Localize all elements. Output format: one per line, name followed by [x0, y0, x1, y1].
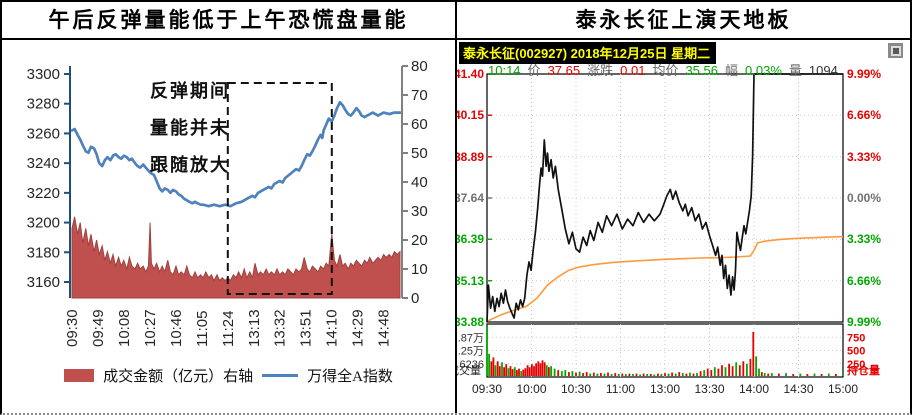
percent-axis-label: 6.66%: [847, 108, 881, 122]
quote-item: 1094: [808, 63, 838, 78]
percent-axis-label: 9.99%: [847, 67, 881, 81]
percent-axis-label: 9.99%: [847, 315, 881, 329]
volume-left-tick: .87万: [458, 332, 484, 344]
right-chart: 41.40 9.99% 40.15 6.66% 38.89 3.33% 37.64 0.00%…: [457, 67, 881, 396]
stock-info-bar: 泰永长征(002927) 2018年12月25日 星期二: [459, 42, 717, 64]
x-axis-label: 10:08: [116, 309, 133, 347]
x-axis-label: 11:24: [220, 311, 237, 347]
price-axis-label: 35.13: [457, 274, 484, 288]
volume-right-tick: 750: [847, 332, 865, 344]
price-line: [486, 73, 843, 323]
left-chart: 3300 3280 3260 3240 3220 3200 3180 3160 80 70 60 50…: [27, 58, 428, 347]
x-axis-label: 14:29: [350, 309, 367, 347]
x-axis-label: 10:46: [168, 309, 185, 347]
x-axis-label: 10:27: [142, 309, 159, 347]
right-axis-label: 50: [411, 145, 428, 162]
x-axis-label: 09:30: [64, 309, 81, 347]
position-pane-label: 持仓量: [847, 363, 880, 377]
left-chart-legend: 成交金额（亿元）右轴 万得全A指数: [2, 365, 455, 386]
percent-axis-label: 3.33%: [847, 232, 881, 246]
legend-area-swatch: [64, 369, 95, 382]
x-axis-label: 11:05: [194, 311, 211, 347]
time-axis-label: 13:00: [650, 382, 680, 396]
time-axis-label: 14:30: [783, 382, 813, 396]
time-axis-label: 13:30: [694, 382, 724, 396]
legend-label: 万得全A指数: [307, 369, 393, 385]
time-axis-label: 10:30: [561, 382, 591, 396]
left-axis-label: 3280: [27, 96, 60, 113]
time-axis-label: 11:00: [606, 382, 635, 396]
legend-label: 成交金额（亿元）右轴: [103, 369, 254, 385]
x-axis-label: 13:32: [272, 309, 289, 347]
legend-line-swatch: [262, 374, 299, 377]
restore-window-icon[interactable]: [888, 43, 903, 58]
percent-axis-label: 0.00%: [847, 191, 881, 205]
right-chart-panel: 泰永长征上演天地板 泰永长征(002927) 2018年12月25日 星期二 1…: [457, 2, 910, 413]
x-axis-label: 14:48: [376, 309, 393, 347]
left-axis-label: 3220: [27, 185, 60, 202]
right-axis-label: 30: [411, 203, 428, 220]
left-axis-label: 3180: [27, 244, 60, 261]
volume-area: [71, 216, 401, 299]
quote-item: 涨跌: [587, 63, 614, 78]
x-axis-label: 13:51: [298, 309, 315, 347]
right-axis-label: 40: [411, 174, 428, 191]
right-axis-label: 60: [411, 116, 428, 133]
price-axis-label: 37.64: [457, 191, 484, 205]
quote-item: 37.65: [547, 63, 581, 78]
restore-glyph: [890, 45, 901, 56]
panel-divider: [455, 2, 457, 413]
price-axis-label: 41.40: [457, 67, 484, 81]
annotation-text: 跟随放大: [150, 154, 230, 175]
x-axis-label: 13:13: [246, 309, 263, 347]
annotation-box: [226, 82, 333, 295]
quote-item: 价: [527, 63, 541, 78]
volume-right-tick: 500: [847, 346, 865, 358]
price-axis-label: 40.15: [457, 108, 484, 122]
quote-row: 10:14 价 37.65 涨跌 0.01 均价 35.56 幅 0.03% 量 1094: [488, 60, 845, 79]
time-axis-label: 09:30: [472, 382, 502, 396]
quote-item: 35.56: [685, 63, 718, 78]
left-axis-label: 3160: [27, 274, 60, 291]
price-axis-label: 38.89: [457, 150, 484, 164]
price-axis-label: 36.39: [457, 232, 484, 246]
percent-axis-label: 3.33%: [847, 150, 881, 164]
volume-pane-label: 成交量: [457, 363, 481, 377]
left-axis-label: 3240: [27, 155, 60, 172]
volume-right-tick: 250: [847, 359, 865, 371]
time-axis-label: 15:00: [828, 382, 858, 396]
right-axis-label: 80: [411, 58, 428, 75]
volume-left-tick: 6236: [460, 359, 484, 371]
left-axis-label: 3200: [27, 215, 60, 232]
quote-item: 均价: [652, 63, 679, 78]
annotation-text: 量能并未: [150, 117, 230, 138]
time-axis-label: 10:00: [516, 382, 546, 396]
avg-price-line: [486, 235, 844, 323]
quote-item: 幅: [725, 63, 739, 78]
left-axis-label: 3300: [27, 66, 60, 83]
annotation-text: 反弹期间: [150, 80, 230, 101]
quote-item: 0.01: [620, 63, 646, 78]
left-panel-title: 午后反弹量能低于上午恐慌盘量能: [2, 2, 455, 40]
right-axis-label: 20: [411, 232, 428, 249]
volume-left-tick: .25万: [458, 346, 484, 358]
right-panel-title: 泰永长征上演天地板: [457, 2, 910, 40]
quote-item: 0.03%: [745, 63, 782, 78]
x-axis-label: 14:10: [324, 309, 341, 347]
price-axis-label: 33.88: [457, 315, 484, 329]
quote-item: 量: [788, 63, 802, 78]
quote-item: 10:14: [488, 63, 521, 78]
right-axis-label: 10: [411, 261, 428, 278]
left-chart-panel: 午后反弹量能低于上午恐慌盘量能 3300 3280 3260 3240 3220 3200…: [2, 2, 455, 413]
left-axis-label: 3260: [27, 125, 60, 142]
right-axis-label: 70: [411, 87, 428, 104]
percent-axis-label: 6.66%: [847, 274, 881, 288]
time-axis-label: 14:00: [739, 382, 769, 396]
x-axis-label: 09:49: [90, 309, 107, 347]
right-axis-label: 0: [411, 290, 419, 307]
index-line: [70, 100, 402, 208]
